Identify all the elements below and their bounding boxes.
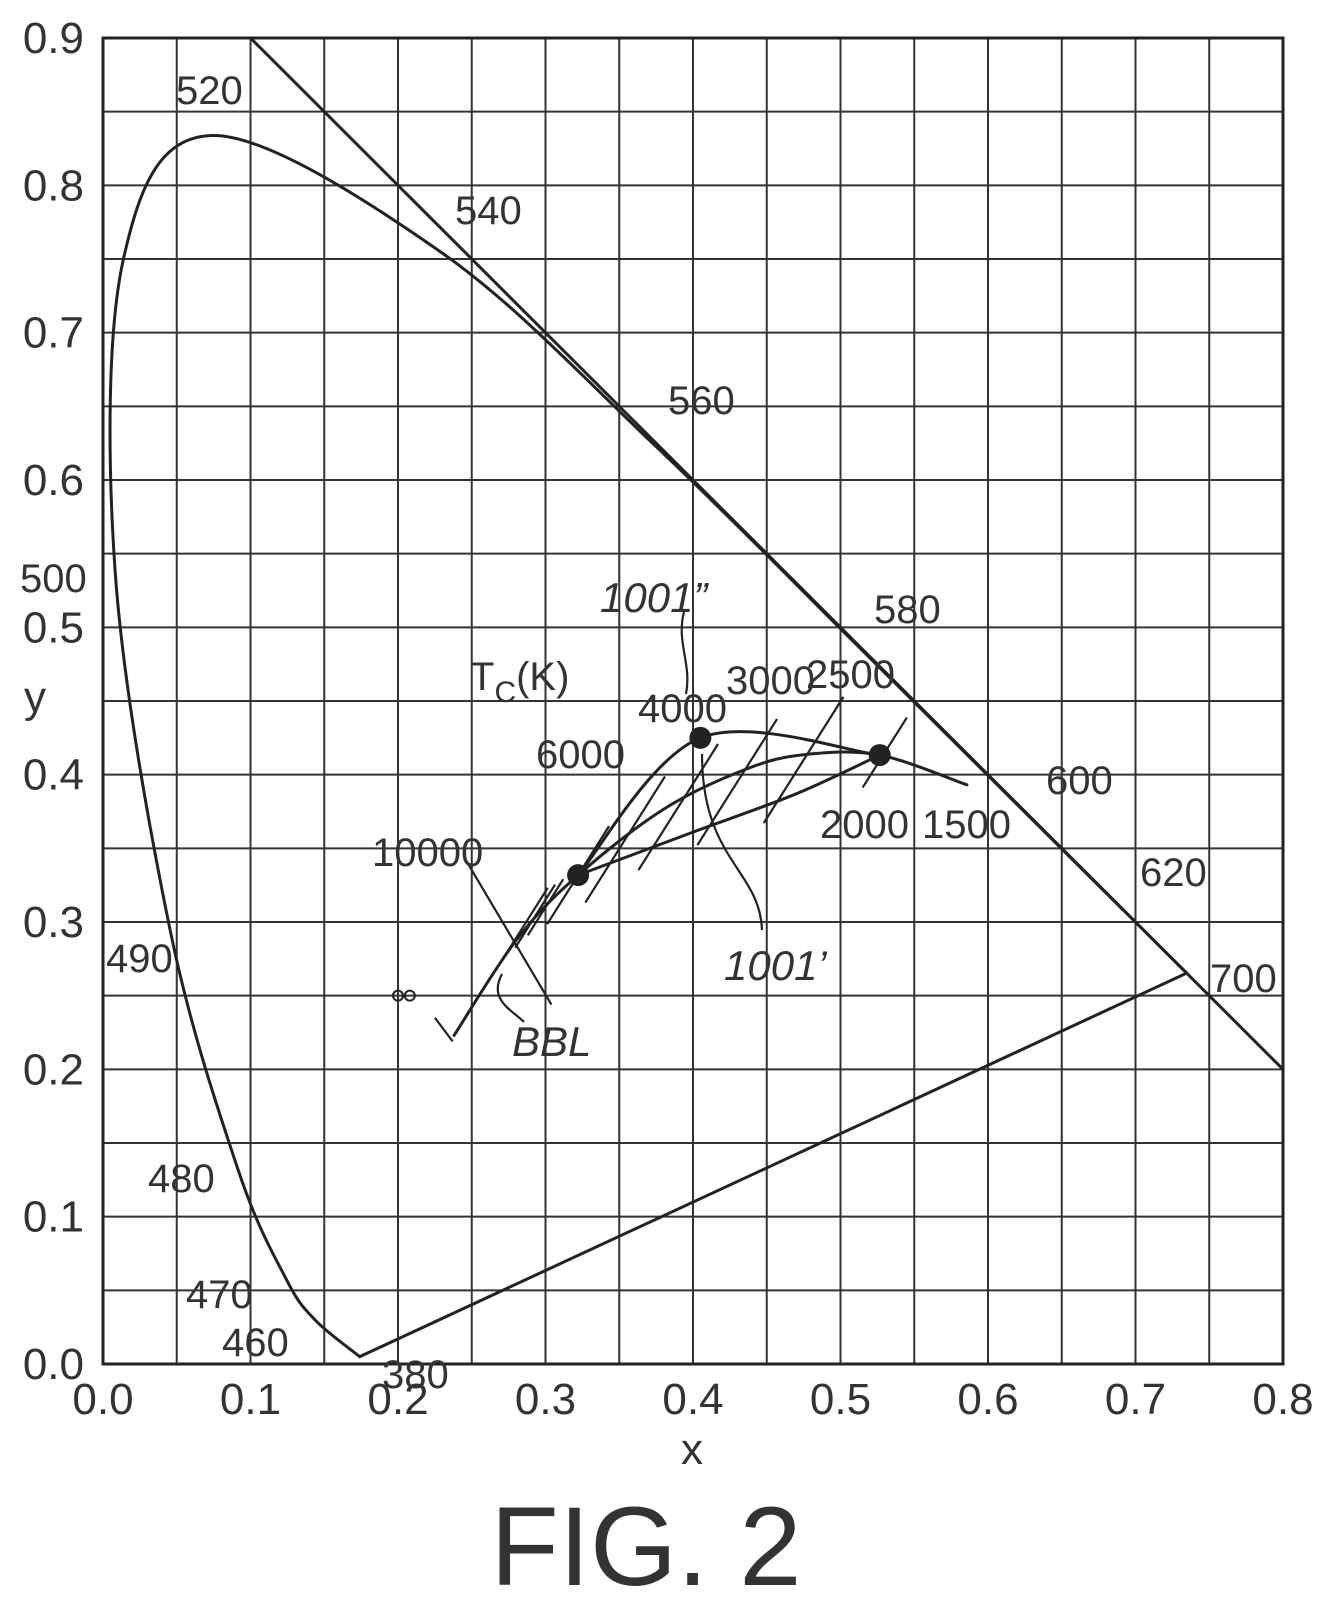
curve-1001-prime — [576, 753, 882, 877]
blackbody-locus-curve — [452, 750, 969, 1037]
cct-heading: TC(K) — [470, 655, 569, 709]
isotherm-line — [498, 887, 549, 966]
y-tick-label: 0.2 — [23, 1045, 84, 1094]
wavelength-label-460: 460 — [222, 1321, 289, 1365]
small-marker — [403, 989, 416, 1002]
wavelength-label-490: 490 — [106, 937, 173, 981]
cct-label-1500: 1500 — [922, 803, 1011, 847]
y-tick-label: 0.3 — [23, 898, 84, 947]
small-marker — [392, 989, 404, 1002]
y-tick-label: 0.4 — [23, 751, 84, 800]
grid — [103, 38, 1283, 1364]
isotherm-line — [861, 716, 908, 789]
cct-heading-sub: C — [494, 676, 516, 709]
bbl-end-cap — [433, 1017, 454, 1043]
isotherm-line — [526, 878, 565, 936]
cct-label-6000: 6000 — [536, 733, 625, 777]
wavelength-label-500: 500 — [20, 557, 87, 601]
x-tick-label: 0.8 — [1252, 1375, 1313, 1424]
y-tick-label: 0.6 — [23, 456, 84, 505]
cct-label-4000: 4000 — [638, 687, 727, 731]
x-tick-label: 0.3 — [515, 1375, 576, 1424]
axis-ticks: 0.0 0.1 0.2 0.3 0.4 0.5 0.6 0.7 0.8 0.0 0.1 0.2 0.3 0… — [23, 14, 1314, 1424]
y-tick-label: 0.0 — [23, 1340, 84, 1389]
x-tick-label: 0.7 — [1105, 1375, 1166, 1424]
wavelength-label-580: 580 — [874, 588, 941, 632]
ref-label-bbl: BBL — [512, 1018, 591, 1065]
plot-frame — [101, 36, 1285, 1366]
purple-line — [358, 971, 1189, 1359]
isotherm-line — [584, 775, 666, 904]
y-tick-label: 0.7 — [23, 309, 84, 358]
x-tick-label: 0.2 — [367, 1375, 428, 1424]
cct-label-2000: 2000 — [820, 803, 909, 847]
curve-1001-double-prime — [576, 730, 882, 877]
isotherm-line — [762, 696, 845, 824]
x-tick-label: 0.1 — [220, 1375, 281, 1424]
y-tick-label: 0.1 — [23, 1193, 84, 1242]
cct-label-3000: 3000 — [726, 659, 815, 703]
cct-label-2500: 2500 — [806, 653, 895, 697]
curves — [108, 36, 1285, 1359]
x-tick-label: 0.0 — [72, 1375, 133, 1424]
wavelength-label-520: 520 — [176, 69, 243, 113]
cct-heading-main: T — [470, 655, 494, 699]
y-tick-label: 0.5 — [23, 603, 84, 652]
y-axis-label: y — [24, 673, 46, 722]
isotherm-line-10000 — [464, 859, 553, 1006]
figure-caption: FIG. 2 — [490, 1484, 801, 1609]
y-tick-label: 0.8 — [23, 161, 84, 210]
isotherm-line — [514, 883, 557, 949]
x-tick-label: 0.4 — [662, 1375, 723, 1424]
ref-label-1001-prime: 1001’ — [724, 942, 827, 989]
wavelength-label-470: 470 — [186, 1273, 253, 1317]
x-tick-label: 0.6 — [957, 1375, 1018, 1424]
wavelength-label-540: 540 — [455, 189, 522, 233]
leader-1001-prime — [700, 753, 764, 931]
cct-label-10000: 10000 — [372, 831, 483, 875]
x-axis-label: x — [681, 1425, 703, 1474]
wavelength-label-380: 380 — [382, 1353, 449, 1397]
isotherm-line — [637, 743, 720, 871]
isotherm-line — [696, 718, 779, 846]
leader-bbl — [496, 973, 525, 1023]
spectral-locus-curve — [108, 134, 1189, 1359]
x-tick-label: 0.5 — [810, 1375, 871, 1424]
cct-heading-tail: (K) — [516, 655, 569, 699]
leader-1001-double-prime — [680, 611, 689, 695]
wavelength-label-700: 700 — [1210, 957, 1277, 1001]
y-tick-label: 0.9 — [23, 14, 84, 63]
wavelength-label-480: 480 — [148, 1157, 215, 1201]
wavelength-label-560: 560 — [668, 379, 735, 423]
ref-label-1001-double-prime: 1001” — [600, 574, 709, 621]
wavelength-label-600: 600 — [1046, 759, 1113, 803]
diagonal-line — [249, 36, 1285, 1071]
isotherm-line — [546, 825, 611, 925]
wavelength-label-620: 620 — [1140, 851, 1207, 895]
